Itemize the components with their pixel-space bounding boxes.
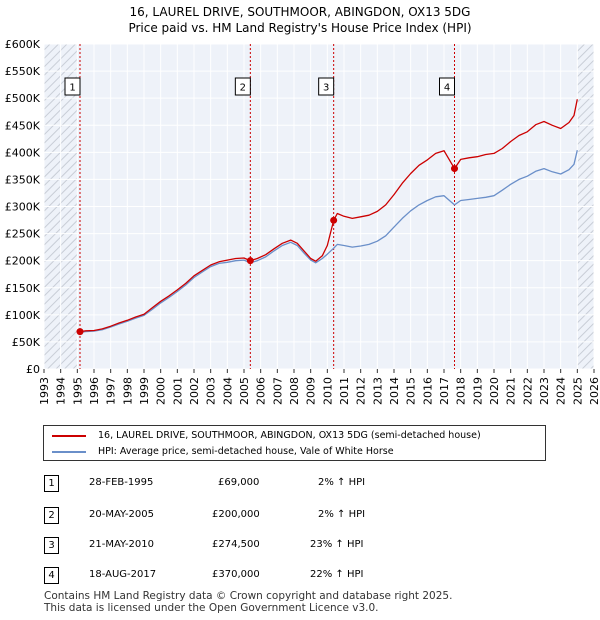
transaction-badge: 4 — [44, 567, 59, 584]
x-tick-label: 2024 — [555, 377, 568, 405]
transaction-date: 20-MAY-2005 — [89, 509, 155, 520]
x-tick-label: 2014 — [388, 377, 401, 405]
transaction-price: £200,000 — [212, 509, 260, 520]
transaction-date: 18-AUG-2017 — [89, 569, 157, 580]
x-tick-label: 2023 — [538, 377, 551, 405]
y-tick-label: £350K — [5, 173, 41, 186]
table-row: 2 20-MAY-2005 £200,000 2% ↑ HPI — [0, 507, 600, 527]
transaction-point — [76, 328, 84, 336]
x-tick-label: 2022 — [521, 377, 534, 405]
x-tick-label: 2004 — [221, 377, 234, 405]
x-tick-label: 2001 — [171, 377, 184, 405]
transaction-label: 3 — [323, 83, 329, 94]
price-chart: 16, LAUREL DRIVE, SOUTHMOOR, ABINGDON, O… — [5, 5, 600, 405]
x-tick-label: 2008 — [288, 377, 301, 405]
transaction-label-box — [64, 77, 81, 96]
footer-copyright: Contains HM Land Registry data © Crown c… — [44, 590, 453, 602]
transaction-label-box — [318, 77, 335, 96]
hpi-line — [79, 150, 578, 334]
transaction-date: 28-FEB-1995 — [89, 477, 154, 488]
x-tick-label: 1997 — [105, 377, 118, 405]
y-tick-label: £200K — [5, 255, 41, 268]
x-tick-label: 2019 — [471, 377, 484, 405]
x-tick-label: 2009 — [305, 377, 318, 405]
transaction-badge: 3 — [44, 537, 59, 554]
x-tick-label: 2002 — [188, 377, 201, 405]
transaction-price: £69,000 — [218, 477, 260, 488]
x-tick-label: 2026 — [588, 377, 600, 405]
transaction-badge: 1 — [44, 475, 59, 492]
x-tick-label: 2005 — [238, 377, 251, 405]
y-tick-label: £600K — [5, 38, 41, 51]
legend-label-property: 16, LAUREL DRIVE, SOUTHMOOR, ABINGDON, O… — [98, 430, 481, 441]
table-row: 4 18-AUG-2017 £370,000 22% ↑ HPI — [0, 567, 600, 587]
x-tick-label: 2011 — [338, 377, 351, 405]
x-tick-label: 2013 — [371, 377, 384, 405]
x-tick-label: 2025 — [571, 377, 584, 405]
transaction-label: 1 — [69, 83, 75, 94]
table-row: 1 28-FEB-1995 £69,000 2% ↑ HPI — [0, 475, 600, 495]
x-tick-label: 2017 — [438, 377, 451, 405]
x-tick-label: 2016 — [421, 377, 434, 405]
x-tick-label: 2018 — [455, 377, 468, 405]
y-tick-label: £550K — [5, 65, 41, 78]
x-tick-label: 2000 — [155, 377, 168, 405]
legend: 16, LAUREL DRIVE, SOUTHMOOR, ABINGDON, O… — [43, 425, 546, 461]
transaction-hpi: 22% ↑ HPI — [310, 569, 364, 580]
transaction-point — [246, 257, 254, 265]
transaction-label-box — [439, 77, 455, 96]
x-tick-label: 2012 — [355, 377, 368, 405]
chart-subtitle: Price paid vs. HM Land Registry's House … — [128, 21, 471, 35]
transaction-point — [330, 216, 338, 224]
legend-label-hpi: HPI: Average price, semi-detached house,… — [98, 446, 394, 457]
y-tick-label: £0 — [26, 363, 40, 376]
footer-licence: This data is licensed under the Open Gov… — [44, 602, 379, 614]
x-tick-label: 1994 — [55, 377, 68, 405]
transaction-hpi: 2% ↑ HPI — [318, 509, 366, 520]
y-tick-label: £500K — [5, 92, 41, 105]
x-tick-label: 2021 — [505, 377, 518, 405]
legend-swatch-property — [52, 435, 86, 437]
y-tick-label: £150K — [5, 282, 41, 295]
transaction-hpi: 23% ↑ HPI — [310, 539, 364, 550]
x-tick-label: 2003 — [205, 377, 218, 405]
x-tick-label: 1993 — [38, 377, 51, 405]
x-tick-label: 1999 — [138, 377, 151, 405]
property-price-line — [79, 99, 578, 333]
x-tick-label: 2010 — [321, 377, 334, 405]
y-tick-label: £50K — [12, 336, 41, 349]
y-tick-label: £250K — [5, 228, 41, 241]
x-tick-label: 1998 — [121, 377, 134, 405]
x-tick-label: 1995 — [71, 377, 84, 405]
transaction-price: £370,000 — [212, 569, 260, 580]
x-tick-label: 2020 — [488, 377, 501, 405]
transaction-label-box — [234, 77, 251, 96]
table-row: 3 21-MAY-2010 £274,500 23% ↑ HPI — [0, 537, 600, 557]
transaction-hpi: 2% ↑ HPI — [318, 477, 366, 488]
transaction-point — [451, 165, 458, 173]
transaction-badge: 2 — [44, 507, 59, 524]
transaction-label: 4 — [444, 83, 450, 94]
x-tick-label: 2007 — [271, 377, 284, 405]
chart-title: 16, LAUREL DRIVE, SOUTHMOOR, ABINGDON, O… — [130, 5, 471, 19]
legend-swatch-hpi — [52, 451, 86, 453]
footer: Contains HM Land Registry data © Crown c… — [44, 590, 452, 614]
transaction-date: 21-MAY-2010 — [89, 539, 155, 550]
x-tick-label: 1996 — [88, 377, 101, 405]
y-tick-label: £300K — [5, 201, 41, 214]
transaction-price: £274,500 — [212, 539, 260, 550]
transaction-label: 2 — [240, 83, 246, 94]
y-tick-label: £450K — [5, 119, 41, 132]
y-tick-label: £100K — [5, 309, 41, 322]
x-tick-label: 2015 — [405, 377, 418, 405]
x-tick-label: 2006 — [255, 377, 268, 405]
y-tick-label: £400K — [5, 146, 41, 159]
